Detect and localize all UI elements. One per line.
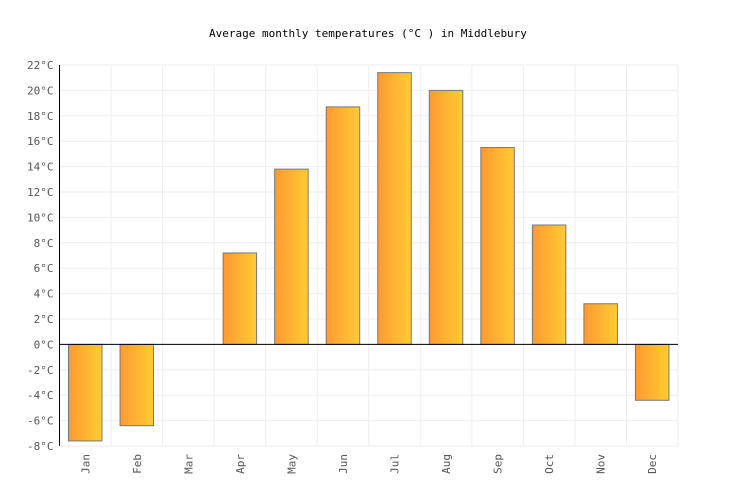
bar-may	[274, 168, 309, 345]
chart-title: Average monthly temperatures (°C ) in Mi…	[209, 27, 527, 40]
y-tick-label: -2°C	[27, 364, 54, 377]
bar-jul	[377, 72, 412, 345]
x-tick-label: Apr	[234, 454, 247, 474]
x-tick-label: Nov	[595, 454, 608, 474]
y-tick-label: 0°C	[34, 338, 54, 351]
x-tick-label: Jun	[337, 454, 350, 474]
bar-oct	[531, 224, 567, 345]
bar-nov	[583, 303, 618, 345]
x-tick-label: Jan	[79, 454, 92, 474]
y-tick-label: 2°C	[34, 313, 54, 326]
y-tick-label: -8°C	[27, 440, 54, 453]
bar-jan	[68, 343, 103, 442]
x-tick-label: Jul	[389, 454, 402, 474]
y-tick-label: 6°C	[34, 262, 54, 275]
y-tick-label: 8°C	[34, 237, 54, 250]
bar-sep	[480, 147, 515, 345]
y-tick-label: 10°C	[27, 211, 54, 224]
y-tick-label: 22°C	[27, 59, 54, 72]
y-tick-label: 18°C	[27, 110, 54, 123]
y-tick-label: -4°C	[27, 389, 54, 402]
bar-dec	[634, 343, 670, 401]
bar-feb	[119, 343, 155, 427]
x-tick-label: Aug	[440, 454, 453, 474]
x-tick-label: Dec	[646, 454, 659, 474]
y-tick-label: 4°C	[34, 288, 54, 301]
x-tick-label: Feb	[131, 454, 144, 474]
y-tick-label: 12°C	[27, 186, 54, 199]
x-tick-label: Mar	[182, 454, 195, 474]
bar-jun	[325, 106, 361, 345]
bar-aug	[428, 89, 464, 345]
y-tick-label: -6°C	[27, 415, 54, 428]
x-tick-label: Oct	[543, 454, 556, 474]
y-tick-label: 20°C	[27, 84, 54, 97]
x-tick-label: Sep	[492, 454, 505, 474]
y-tick-label: 16°C	[27, 135, 54, 148]
y-tick-label: 14°C	[27, 161, 54, 174]
x-tick-label: May	[285, 454, 298, 474]
bar-apr	[222, 252, 258, 345]
